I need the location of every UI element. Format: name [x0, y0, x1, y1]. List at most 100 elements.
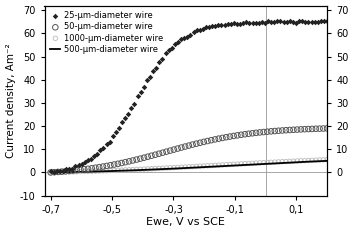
25-μm-diameter wire — [178, 38, 184, 41]
25-μm-diameter wire — [82, 161, 88, 164]
25-μm-diameter wire — [107, 140, 113, 144]
25-μm-diameter wire — [231, 21, 237, 25]
50-μm-diameter wire — [283, 128, 289, 132]
50-μm-diameter wire — [186, 144, 192, 147]
50-μm-diameter wire — [115, 162, 121, 166]
25-μm-diameter wire — [101, 146, 106, 150]
50-μm-diameter wire — [164, 150, 169, 154]
1000-μm-diameter wire — [186, 165, 192, 169]
50-μm-diameter wire — [126, 159, 132, 163]
25-μm-diameter wire — [116, 126, 122, 130]
Line: 500-μm-diameter wire: 500-μm-diameter wire — [51, 161, 327, 172]
25-μm-diameter wire — [197, 28, 202, 32]
50-μm-diameter wire — [294, 128, 300, 131]
25-μm-diameter wire — [256, 21, 262, 25]
1000-μm-diameter wire — [227, 163, 233, 166]
50-μm-diameter wire — [324, 127, 330, 130]
Y-axis label: Current density, Am⁻²: Current density, Am⁻² — [6, 43, 16, 158]
1000-μm-diameter wire — [96, 169, 102, 173]
25-μm-diameter wire — [122, 116, 128, 120]
25-μm-diameter wire — [222, 24, 227, 27]
25-μm-diameter wire — [228, 22, 234, 26]
25-μm-diameter wire — [225, 22, 230, 26]
1000-μm-diameter wire — [167, 166, 173, 170]
50-μm-diameter wire — [223, 135, 229, 139]
25-μm-diameter wire — [51, 170, 57, 174]
1000-μm-diameter wire — [279, 160, 285, 164]
25-μm-diameter wire — [67, 167, 72, 171]
25-μm-diameter wire — [166, 48, 171, 51]
25-μm-diameter wire — [209, 25, 215, 28]
50-μm-diameter wire — [291, 128, 296, 132]
1000-μm-diameter wire — [130, 168, 136, 171]
50-μm-diameter wire — [63, 169, 68, 173]
1000-μm-diameter wire — [59, 170, 65, 174]
1000-μm-diameter wire — [212, 164, 218, 167]
1000-μm-diameter wire — [100, 169, 106, 173]
25-μm-diameter wire — [76, 163, 81, 167]
50-μm-diameter wire — [122, 160, 128, 164]
50-μm-diameter wire — [219, 136, 225, 140]
50-μm-diameter wire — [194, 142, 199, 146]
25-μm-diameter wire — [141, 85, 147, 89]
25-μm-diameter wire — [321, 19, 327, 23]
50-μm-diameter wire — [212, 137, 218, 141]
25-μm-diameter wire — [54, 170, 60, 173]
1000-μm-diameter wire — [85, 169, 91, 173]
50-μm-diameter wire — [238, 133, 244, 137]
1000-μm-diameter wire — [257, 161, 263, 165]
25-μm-diameter wire — [306, 21, 311, 24]
50-μm-diameter wire — [209, 138, 214, 142]
1000-μm-diameter wire — [219, 163, 225, 167]
500-μm-diameter wire — [182, 167, 186, 170]
50-μm-diameter wire — [108, 163, 113, 167]
1000-μm-diameter wire — [119, 168, 125, 172]
1000-μm-diameter wire — [93, 169, 98, 173]
50-μm-diameter wire — [52, 170, 57, 174]
1000-μm-diameter wire — [55, 170, 61, 174]
25-μm-diameter wire — [318, 19, 324, 23]
25-μm-diameter wire — [79, 162, 85, 166]
50-μm-diameter wire — [178, 146, 184, 149]
1000-μm-diameter wire — [115, 168, 121, 172]
25-μm-diameter wire — [272, 20, 277, 24]
50-μm-diameter wire — [149, 154, 154, 158]
25-μm-diameter wire — [69, 167, 75, 171]
1000-μm-diameter wire — [52, 171, 57, 174]
50-μm-diameter wire — [55, 170, 61, 174]
25-μm-diameter wire — [262, 21, 268, 25]
50-μm-diameter wire — [130, 159, 136, 162]
1000-μm-diameter wire — [324, 158, 330, 161]
50-μm-diameter wire — [235, 134, 240, 137]
1000-μm-diameter wire — [160, 166, 166, 170]
25-μm-diameter wire — [293, 21, 299, 25]
1000-μm-diameter wire — [306, 159, 311, 162]
X-axis label: Ewe, V vs SCE: Ewe, V vs SCE — [146, 217, 225, 227]
25-μm-diameter wire — [60, 169, 66, 173]
25-μm-diameter wire — [119, 120, 125, 124]
50-μm-diameter wire — [317, 127, 322, 130]
50-μm-diameter wire — [298, 127, 304, 131]
1000-μm-diameter wire — [294, 159, 300, 163]
1000-μm-diameter wire — [317, 158, 322, 162]
50-μm-diameter wire — [302, 127, 308, 131]
1000-μm-diameter wire — [253, 161, 259, 165]
1000-μm-diameter wire — [201, 164, 207, 168]
1000-μm-diameter wire — [231, 162, 236, 166]
50-μm-diameter wire — [197, 141, 203, 145]
25-μm-diameter wire — [175, 40, 181, 44]
25-μm-diameter wire — [156, 61, 162, 64]
1000-μm-diameter wire — [134, 168, 139, 171]
1000-μm-diameter wire — [171, 166, 177, 169]
50-μm-diameter wire — [242, 132, 248, 136]
50-μm-diameter wire — [231, 134, 236, 138]
25-μm-diameter wire — [278, 19, 283, 23]
50-μm-diameter wire — [81, 168, 87, 171]
1000-μm-diameter wire — [89, 169, 95, 173]
1000-μm-diameter wire — [48, 171, 53, 174]
1000-μm-diameter wire — [223, 163, 229, 167]
50-μm-diameter wire — [70, 169, 76, 172]
50-μm-diameter wire — [167, 149, 173, 152]
50-μm-diameter wire — [309, 127, 315, 131]
50-μm-diameter wire — [276, 129, 281, 133]
